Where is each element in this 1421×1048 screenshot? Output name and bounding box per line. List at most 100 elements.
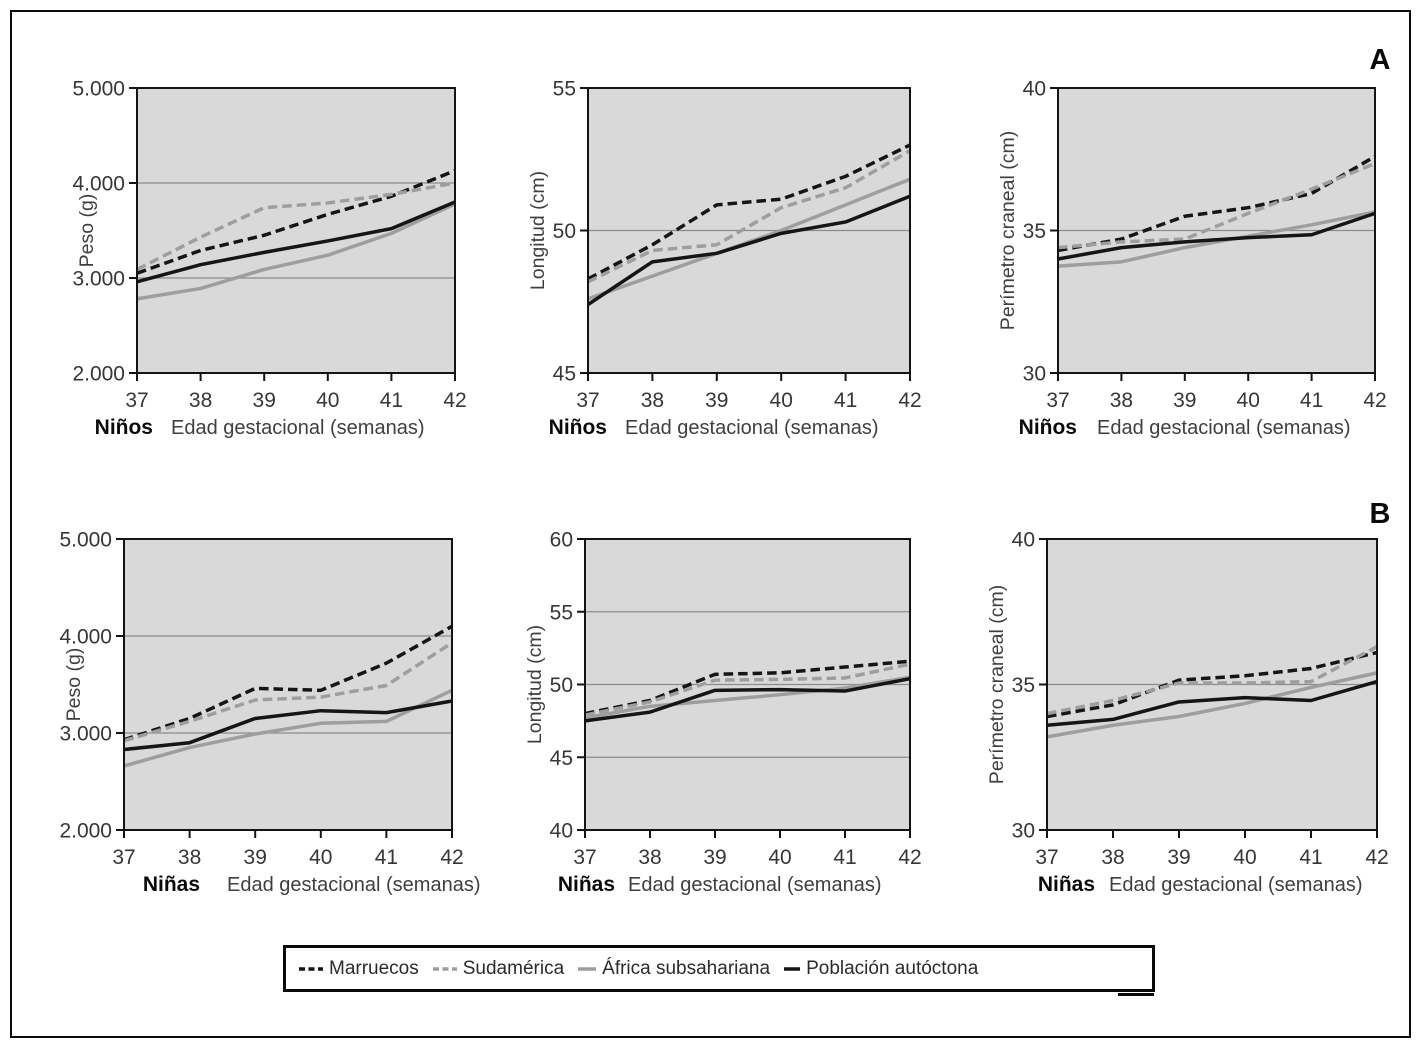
y-tick-label: 45 [553, 363, 576, 386]
plot-area [137, 88, 455, 373]
plot-area [124, 539, 452, 830]
y-tick-label: 40 [550, 820, 573, 843]
legend-item-africa-subsahariana: África subsahariana [578, 958, 770, 980]
chart-longitud-ninos: 45 50 55 37 38 39 40 41 42 Longitud (cm) Niños Edad… [527, 78, 922, 440]
x-tick-label: 38 [638, 846, 661, 869]
x-axis-title: Edad gestacional (semanas) [1097, 417, 1350, 439]
x-tick-label: 37 [1046, 389, 1069, 412]
x-tick-label: 37 [112, 846, 135, 869]
chart-perimetro-craneal-ninos: 30 35 40 37 38 39 40 41 42 Perímetro craneal (cm)… [997, 78, 1387, 440]
series-line-sudamerica [136, 181, 456, 272]
y-tick-label: 2.000 [72, 363, 125, 386]
x-tick-label: 40 [1237, 389, 1260, 412]
y-axis-title: Longitud (cm) [527, 171, 549, 290]
series-line-poblacion-autoctona [587, 194, 911, 307]
y-tick-label: 35 [1012, 674, 1035, 697]
y-tick-label: 5.000 [72, 78, 125, 101]
plot-frame [584, 538, 911, 831]
legend-box: Marruecos Sudamérica África subsahariana… [283, 945, 1155, 996]
chart-perimetro-craneal-ninas: 30 35 40 37 38 39 40 41 42 Perímetro craneal (cm)… [986, 529, 1389, 897]
y-tick-label: 2.000 [59, 820, 112, 843]
y-tick-label: 50 [553, 220, 576, 243]
x-tick-label: 38 [178, 846, 201, 869]
x-axis-title: Edad gestacional (semanas) [1109, 874, 1362, 896]
x-tick-label: 37 [1035, 846, 1058, 869]
y-tick-label: 5.000 [59, 529, 112, 552]
x-tick-label: 41 [834, 389, 857, 412]
group-label: Niñas [558, 873, 615, 896]
x-tick-label: 42 [898, 389, 921, 412]
y-axis-title: Longitud (cm) [524, 625, 546, 744]
series-line-africa-subsahariana [584, 675, 911, 720]
group-label: Niños [95, 416, 153, 439]
x-axis-title: Edad gestacional (semanas) [171, 417, 424, 439]
chart-longitud-ninas: 40 45 50 55 60 37 38 39 40 41 42 Longitud (cm) Niñas… [524, 529, 922, 897]
y-tick-label: 35 [1023, 220, 1046, 243]
y-tick-label: 4.000 [72, 173, 125, 196]
dashed-gray-line-icon [432, 966, 457, 971]
x-tick-label: 42 [440, 846, 463, 869]
legend-label: Marruecos [329, 957, 419, 979]
x-tick-label: 37 [573, 846, 596, 869]
x-tick-label: 42 [1363, 389, 1386, 412]
x-tick-label: 39 [253, 389, 276, 412]
legend-label: Población autóctona [806, 957, 979, 979]
x-tick-label: 39 [705, 389, 728, 412]
series-line-sudamerica [587, 149, 911, 284]
x-tick-label: 39 [703, 846, 726, 869]
x-tick-label: 41 [380, 389, 403, 412]
legend-item-marruecos: Marruecos [299, 958, 419, 980]
x-tick-label: 39 [1167, 846, 1190, 869]
x-axis-title: Edad gestacional (semanas) [227, 874, 480, 896]
y-tick-label: 40 [1012, 529, 1035, 552]
series-line-marruecos [584, 659, 911, 716]
series-line-poblacion-autoctona [1057, 211, 1376, 261]
panel-a-label: A [1369, 44, 1391, 76]
legend-label: Sudamérica [462, 957, 565, 979]
series-line-poblacion-autoctona [1046, 679, 1378, 727]
y-axis-title: Peso (g) [76, 194, 98, 268]
x-tick-label: 40 [770, 389, 793, 412]
series-line-marruecos [1046, 650, 1378, 719]
chart-peso-ninas: 2.000 3.000 4.000 5.000 37 38 39 40 41 42 Peso (g)… [59, 529, 480, 897]
x-tick-label: 40 [768, 846, 791, 869]
plot-frame [1057, 87, 1376, 374]
solid-gray-line-icon [578, 966, 597, 971]
x-tick-label: 41 [1299, 846, 1322, 869]
series-line-marruecos [123, 624, 453, 742]
panel-b-label: B [1369, 498, 1391, 530]
legend-item-sudamerica: Sudamérica [432, 957, 565, 980]
legend-item-poblacion-autoctona: Población autóctona [784, 958, 978, 980]
solid-black-line-icon [784, 966, 801, 971]
series-line-sudamerica [1057, 161, 1376, 250]
y-axis-title: Peso (g) [63, 648, 85, 722]
y-tick-label: 30 [1023, 363, 1046, 386]
x-tick-label: 41 [375, 846, 398, 869]
x-axis-title: Edad gestacional (semanas) [628, 874, 881, 896]
x-tick-label: 42 [443, 389, 466, 412]
legend-label: África subsahariana [602, 957, 771, 979]
plot-frame [1046, 538, 1378, 831]
series-line-marruecos [587, 143, 911, 281]
plot-frame [123, 538, 453, 831]
y-tick-label: 60 [550, 529, 573, 552]
y-tick-label: 50 [550, 674, 573, 697]
series-line-sudamerica [123, 641, 453, 743]
plot-frame [587, 87, 911, 374]
y-tick-label: 30 [1012, 820, 1035, 843]
x-tick-label: 39 [244, 846, 267, 869]
series-line-africa-subsahariana [123, 688, 453, 768]
x-tick-label: 40 [309, 846, 332, 869]
y-axis-title: Perímetro craneal (cm) [986, 585, 1008, 784]
y-tick-label: 55 [553, 78, 576, 101]
x-axis-title: Edad gestacional (semanas) [625, 417, 878, 439]
y-tick-label: 40 [1023, 78, 1046, 101]
series-line-poblacion-autoctona [136, 200, 456, 284]
figure-border [10, 10, 1411, 1038]
y-tick-label: 55 [550, 601, 573, 624]
group-label: Niñas [143, 873, 200, 896]
x-tick-label: 39 [1173, 389, 1196, 412]
dashed-black-line-icon [299, 966, 323, 971]
x-tick-label: 40 [316, 389, 339, 412]
